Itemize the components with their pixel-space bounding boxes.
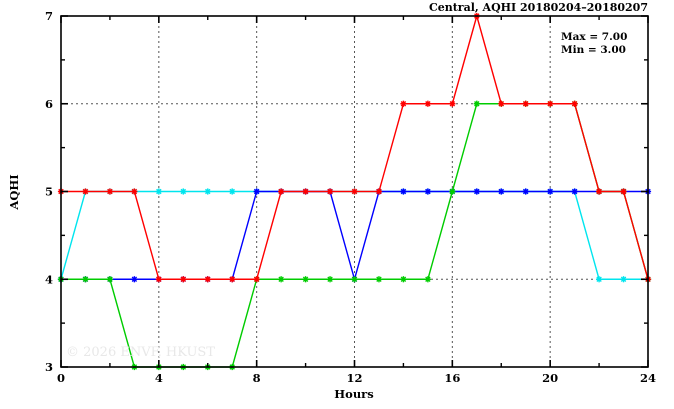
x-tick-label: 24	[640, 371, 656, 385]
axis-ticks	[60, 15, 649, 368]
series-point-marker	[449, 188, 456, 195]
series-point-marker	[620, 276, 627, 283]
series-point-marker	[547, 188, 554, 195]
series-point-marker	[131, 276, 138, 283]
x-tick-label: 8	[253, 371, 261, 385]
series-point-marker	[326, 276, 334, 283]
series-point-marker	[375, 276, 383, 283]
y-tick-label: 6	[45, 97, 53, 111]
series-point-marker	[82, 276, 89, 283]
series-point-marker	[302, 188, 309, 195]
series-point-marker	[473, 188, 480, 195]
series-point-marker	[595, 188, 603, 195]
y-tick-label: 7	[45, 9, 53, 23]
watermark-group: © 2026 ENVF, HKUST	[66, 345, 215, 360]
data-series	[57, 12, 652, 283]
series-point-marker	[571, 100, 578, 107]
series-point-marker	[106, 188, 114, 195]
series-point-marker	[82, 188, 89, 195]
x-tick-label: 16	[444, 371, 460, 385]
y-axis-title: AQHI	[7, 174, 21, 210]
series-point-marker	[106, 276, 114, 283]
data-series-layer	[57, 12, 652, 371]
series-point-marker	[302, 276, 309, 283]
series-point-marker	[522, 188, 529, 195]
series-point-marker	[424, 276, 431, 283]
series-point-marker	[424, 100, 431, 107]
series-point-marker	[351, 276, 358, 283]
y-tick-label: 5	[45, 185, 53, 199]
x-axis-title: Hours	[334, 387, 373, 401]
series-point-marker	[498, 188, 505, 195]
series-point-marker	[400, 276, 407, 283]
series-point-marker	[498, 100, 505, 107]
series-point-marker	[449, 100, 456, 107]
series-point-marker	[278, 188, 285, 195]
series-point-marker	[375, 188, 383, 195]
series-point-marker	[204, 276, 211, 283]
series-point-marker	[595, 276, 603, 283]
y-tick-label: 4	[45, 272, 53, 286]
max-value-label: Max = 7.00	[561, 31, 627, 43]
series-point-marker	[571, 188, 578, 195]
series-point-marker	[204, 188, 211, 195]
series-point-marker	[229, 276, 236, 283]
x-tick-label: 4	[155, 371, 163, 385]
series-point-marker	[620, 188, 627, 195]
series-point-marker	[229, 188, 236, 195]
series-point-marker	[351, 188, 358, 195]
min-value-label: Min = 3.00	[561, 44, 626, 56]
watermark-label: © 2026 ENVF, HKUST	[66, 345, 215, 360]
axis-titles: Hours AQHI	[7, 174, 374, 401]
series-point-marker	[522, 100, 529, 107]
x-tick-label: 12	[346, 371, 362, 385]
series-point-marker	[180, 188, 187, 195]
series-point-marker	[424, 188, 431, 195]
chart-title: Central, AQHI 20180204–20180207	[429, 1, 648, 14]
series-point-marker	[155, 276, 162, 283]
series-point-marker	[131, 188, 138, 195]
series-point-marker	[155, 188, 162, 195]
series-point-marker	[400, 100, 407, 107]
series-point-marker	[326, 188, 334, 195]
series-point-marker	[253, 276, 260, 283]
series-point-marker	[180, 276, 187, 283]
series-point-marker	[278, 276, 285, 283]
x-tick-label: 0	[57, 371, 65, 385]
axis-tick-labels: 0 4 8 12 16 20 24 3 4 5 6 7	[45, 9, 656, 385]
series-point-marker	[253, 188, 260, 195]
series-point-marker	[547, 100, 554, 107]
stats-annotation-box: Max = 7.00 Min = 3.00	[561, 31, 627, 56]
y-tick-label: 3	[45, 360, 53, 374]
series-point-marker	[400, 188, 407, 195]
series-point-marker	[473, 100, 480, 107]
x-tick-label: 20	[542, 371, 558, 385]
chart-title-group: Central, AQHI 20180204–20180207	[429, 1, 648, 14]
